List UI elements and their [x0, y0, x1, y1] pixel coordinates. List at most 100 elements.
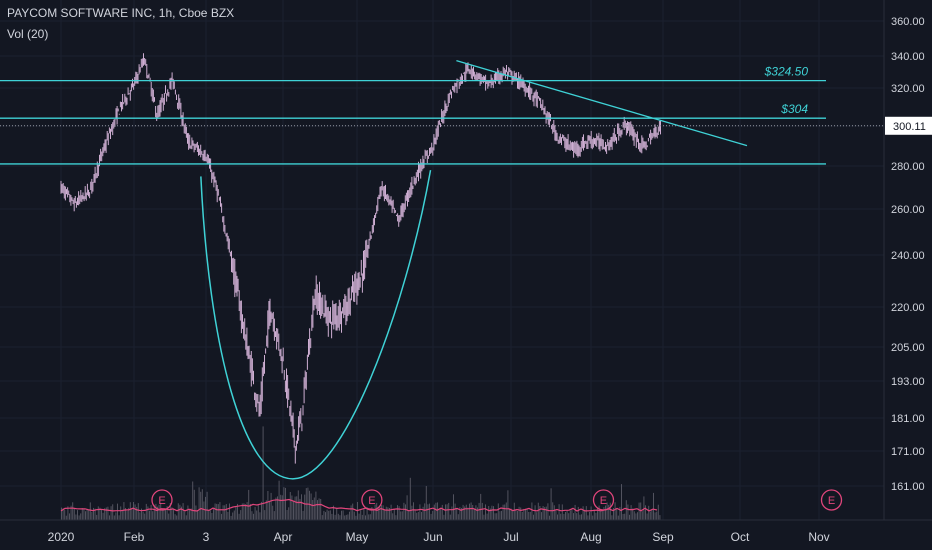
- time-tick-label-6: Jul: [503, 530, 518, 544]
- volume-bar-217: [408, 510, 410, 520]
- volume-bar-358: [633, 511, 635, 520]
- volume-bar-371: [654, 512, 656, 520]
- volume-bar-150: [301, 494, 302, 520]
- volume-bar-313: [561, 504, 563, 520]
- volume-bar-29: [107, 506, 109, 520]
- volume-bar-105: [229, 503, 230, 520]
- volume-bar-236: [438, 509, 440, 520]
- volume-bar-334: [595, 512, 597, 520]
- volume-bar-184: [355, 515, 357, 520]
- volume-bar-167: [328, 510, 330, 520]
- volume-bar-19: [91, 512, 93, 520]
- volume-bar-79: [187, 505, 189, 520]
- volume-bar-133: [273, 511, 275, 520]
- volume-bar-43: [129, 502, 131, 520]
- volume-bar-69: [171, 507, 173, 520]
- volume-bar-320: [573, 513, 574, 520]
- volume-bar-336: [598, 505, 600, 520]
- time-tick-label-0: 2020: [48, 530, 75, 544]
- volume-bar-103: [225, 504, 227, 520]
- volume-bar-208: [393, 509, 395, 520]
- volume-bar-139: [283, 487, 285, 520]
- volume-bar-346: [614, 502, 616, 520]
- volume-bar-182: [352, 503, 354, 520]
- volume-bar-202: [384, 510, 386, 520]
- volume-bar-295: [533, 514, 534, 520]
- volume-bar-62: [160, 503, 162, 520]
- volume-bar-149: [299, 498, 301, 520]
- volume-bar-245: [453, 494, 454, 520]
- price-tick-label-2: 320.00: [891, 83, 925, 95]
- volume-bar-177: [344, 515, 346, 520]
- volume-bar-260: [477, 507, 478, 520]
- volume-bar-13: [81, 508, 83, 520]
- trendline: [456, 60, 748, 147]
- volume-bar-254: [467, 507, 469, 520]
- volume-bar-354: [627, 504, 629, 520]
- volume-bar-294: [531, 502, 533, 520]
- volume-bar-234: [435, 502, 437, 520]
- volume-bar-121: [254, 506, 256, 520]
- volume-bar-114: [243, 503, 245, 520]
- volume-bar-124: [259, 512, 261, 520]
- volume-bar-23: [97, 506, 99, 520]
- volume-bar-199: [379, 506, 381, 520]
- volume-bar-229: [427, 504, 429, 520]
- volume-bar-367: [648, 505, 650, 520]
- volume-bar-164: [323, 510, 325, 520]
- volume-bar-178: [345, 514, 347, 520]
- volume-bar-39: [123, 502, 125, 520]
- volume-bar-273: [497, 503, 499, 520]
- volume-bars: [60, 426, 661, 520]
- price-tick-label-10: 181.00: [891, 413, 925, 425]
- volume-bar-156: [310, 493, 312, 520]
- volume-bar-283: [513, 502, 515, 520]
- volume-bar-106: [230, 515, 232, 520]
- earnings-marker-3: [820, 489, 843, 511]
- volume-bar-230: [429, 503, 430, 520]
- volume-bar-11: [78, 515, 80, 520]
- volume-bar-89: [203, 501, 205, 520]
- time-tick-label-7: Aug: [580, 530, 601, 544]
- volume-bar-132: [272, 505, 274, 520]
- volume-bar-44: [131, 508, 133, 520]
- volume-bar-158: [313, 497, 315, 520]
- volume-bar-176: [342, 510, 344, 520]
- volume-bar-263: [481, 502, 483, 520]
- volume-bar-187: [360, 510, 362, 520]
- volume-bar-8: [73, 508, 75, 520]
- volume-bar-84: [195, 505, 197, 520]
- volume-bar-291: [526, 509, 528, 520]
- volume-bar-191: [366, 507, 368, 520]
- volume-bar-329: [587, 515, 589, 520]
- volume-bar-269: [491, 505, 493, 520]
- time-tick-label-5: Jun: [423, 530, 442, 544]
- volume-bar-332: [592, 515, 594, 520]
- volume-bar-331: [590, 506, 592, 520]
- volume-bar-374: [659, 515, 661, 520]
- volume-bar-292: [528, 512, 530, 520]
- volume-bar-314: [563, 514, 565, 520]
- volume-bar-104: [227, 512, 229, 520]
- current-price-label: 300.11: [893, 121, 926, 133]
- volume-bar-141: [286, 510, 288, 520]
- volume-bar-72: [176, 515, 178, 520]
- volume-bar-131: [270, 492, 272, 520]
- drawn-lines: $324.50 $304: [0, 60, 884, 480]
- volume-bar-66: [166, 506, 168, 520]
- volume-bar-288: [521, 512, 523, 520]
- volume-bar-239: [443, 514, 445, 520]
- volume-bar-235: [437, 502, 438, 520]
- time-tick-label-10: Nov: [808, 530, 829, 544]
- volume-bar-31: [110, 506, 112, 520]
- volume-bar-70: [173, 508, 174, 520]
- volume-bar-163: [321, 515, 323, 520]
- volume-bar-213: [401, 511, 403, 520]
- volume-bar-319: [571, 509, 573, 520]
- volume-bar-135: [277, 496, 278, 520]
- volume-bar-130: [269, 501, 270, 520]
- volume-bar-286: [518, 506, 520, 520]
- volume-bar-48: [137, 503, 139, 520]
- volume-bar-192: [368, 514, 370, 520]
